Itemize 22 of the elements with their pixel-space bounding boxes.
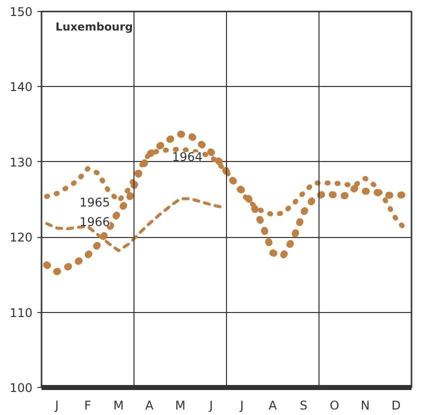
x-tick-label: A: [268, 398, 278, 412]
x-tick-label: S: [300, 398, 308, 412]
series-label: 1966: [79, 214, 110, 229]
y-tick-label: 150: [10, 5, 32, 19]
y-tick-label: 120: [10, 230, 32, 245]
y-tick-label: 110: [10, 306, 32, 320]
x-tick-label: J: [54, 398, 59, 412]
x-tick-label: D: [391, 398, 401, 412]
x-tick-label: N: [360, 398, 370, 412]
x-tick-label: M: [175, 398, 186, 412]
x-tick-label: O: [330, 398, 340, 412]
x-tick-label: A: [145, 398, 154, 412]
series-label: 1965: [79, 195, 110, 210]
y-tick-label: 100: [10, 381, 32, 395]
x-tick-label: J: [239, 398, 244, 412]
series-label: 1964: [172, 150, 203, 164]
x-tick-label: M: [113, 398, 124, 412]
y-tick-label: 130: [10, 155, 32, 170]
x-tick-label: J: [208, 398, 213, 412]
text: Luxembourg: [56, 20, 133, 34]
y-tick-label: 140: [10, 80, 32, 94]
x-tick-label: F: [84, 398, 92, 412]
